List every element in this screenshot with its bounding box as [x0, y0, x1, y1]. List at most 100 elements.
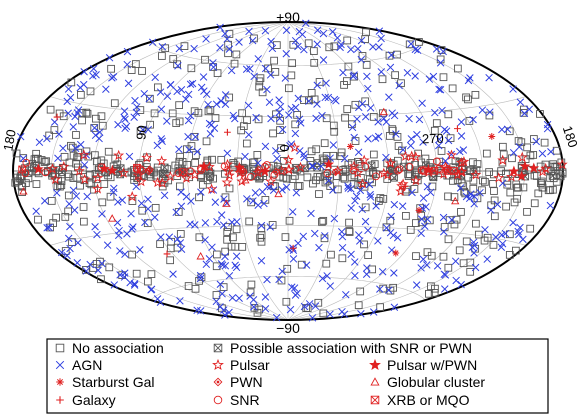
- point-no-association: [489, 170, 498, 179]
- point-no-association: [268, 169, 277, 178]
- point-agn: [232, 252, 241, 260]
- point-agn: [64, 234, 73, 243]
- point-no-association: [483, 233, 492, 242]
- point-possible-association-with-snr-or-pwn: [160, 170, 169, 179]
- point-no-association: [69, 174, 78, 182]
- point-pulsar: [283, 163, 295, 175]
- point-agn: [221, 311, 229, 319]
- point-no-association: [498, 158, 507, 167]
- point-no-association: [12, 149, 21, 158]
- point-agn: [120, 273, 129, 281]
- point-agn: [471, 263, 480, 272]
- point-no-association: [249, 158, 257, 167]
- point-no-association: [457, 208, 465, 216]
- point-pwn: [144, 167, 153, 176]
- point-no-association: [169, 55, 178, 63]
- point-no-association: [288, 59, 297, 68]
- point-agn: [470, 200, 478, 208]
- point-no-association: [530, 171, 539, 180]
- point-no-association: [427, 251, 436, 260]
- point-possible-association-with-snr-or-pwn: [556, 172, 565, 181]
- point-no-association: [513, 194, 521, 203]
- point-no-association: [519, 183, 528, 192]
- point-no-association: [546, 186, 555, 194]
- point-agn: [405, 114, 413, 123]
- point-agn: [64, 85, 73, 93]
- point-agn: [32, 207, 40, 215]
- point-agn: [261, 305, 270, 313]
- point-snr: [186, 167, 195, 175]
- point-agn: [257, 221, 266, 230]
- point-agn: [116, 247, 124, 255]
- point-agn: [321, 93, 329, 102]
- point-no-association: [34, 215, 42, 224]
- point-no-association: [444, 192, 452, 201]
- point-pulsar-w-pwn: [106, 164, 118, 176]
- point-agn: [324, 176, 333, 185]
- point-agn: [308, 162, 316, 170]
- point-pulsar-w-pwn: [528, 162, 540, 173]
- point-agn: [121, 115, 129, 123]
- point-agn: [509, 85, 517, 93]
- point-agn: [248, 36, 257, 45]
- legend-item-starburst-gal: Starburst Gal: [56, 374, 154, 390]
- point-no-association: [393, 133, 402, 141]
- point-agn: [467, 190, 475, 198]
- point-agn: [417, 215, 426, 223]
- point-agn: [426, 188, 435, 197]
- point-agn: [417, 229, 425, 238]
- legend-label-snr: SNR: [230, 392, 260, 408]
- point-starburst-gal: [346, 143, 354, 150]
- point-no-association: [315, 78, 324, 86]
- point-globular-cluster: [451, 196, 460, 205]
- point-agn: [260, 199, 268, 208]
- point-no-association: [530, 199, 539, 208]
- point-snr: [22, 158, 31, 167]
- point-galaxy: [401, 182, 409, 190]
- point-agn: [153, 295, 162, 303]
- point-no-association: [310, 47, 318, 55]
- point-no-association: [376, 303, 384, 311]
- point-agn: [344, 182, 352, 190]
- point-agn: [340, 310, 349, 319]
- point-agn: [59, 144, 67, 153]
- point-agn: [390, 269, 398, 277]
- point-no-association: [60, 152, 69, 161]
- point-agn: [201, 236, 209, 244]
- point-no-association: [45, 131, 54, 140]
- point-agn: [278, 125, 287, 134]
- point-no-association: [544, 186, 553, 195]
- point-no-association: [549, 185, 557, 194]
- point-no-association: [57, 181, 66, 190]
- point-agn: [273, 154, 281, 163]
- point-agn: [177, 245, 186, 253]
- point-globular-cluster: [222, 199, 231, 207]
- point-agn: [389, 231, 398, 240]
- point-agn: [249, 296, 258, 304]
- point-agn: [441, 271, 450, 279]
- point-no-association: [224, 223, 232, 231]
- point-no-association: [557, 158, 566, 167]
- point-no-association: [440, 223, 449, 231]
- point-agn: [136, 246, 144, 254]
- point-agn: [147, 285, 156, 293]
- point-agn: [357, 55, 366, 64]
- point-pulsar: [455, 156, 467, 168]
- point-no-association: [512, 246, 520, 255]
- point-agn: [71, 112, 79, 121]
- point-no-association: [329, 121, 338, 130]
- point-no-association: [192, 151, 200, 159]
- point-agn: [275, 96, 283, 104]
- point-no-association: [386, 286, 395, 295]
- point-agn: [415, 115, 424, 124]
- point-agn: [249, 303, 258, 311]
- point-agn: [196, 271, 205, 280]
- point-agn: [82, 267, 91, 275]
- point-agn: [70, 206, 79, 214]
- point-agn: [281, 74, 290, 82]
- point-no-association: [436, 55, 445, 64]
- point-no-association: [271, 68, 280, 76]
- point-no-association: [356, 287, 365, 296]
- point-agn: [73, 259, 82, 267]
- point-agn: [509, 148, 518, 157]
